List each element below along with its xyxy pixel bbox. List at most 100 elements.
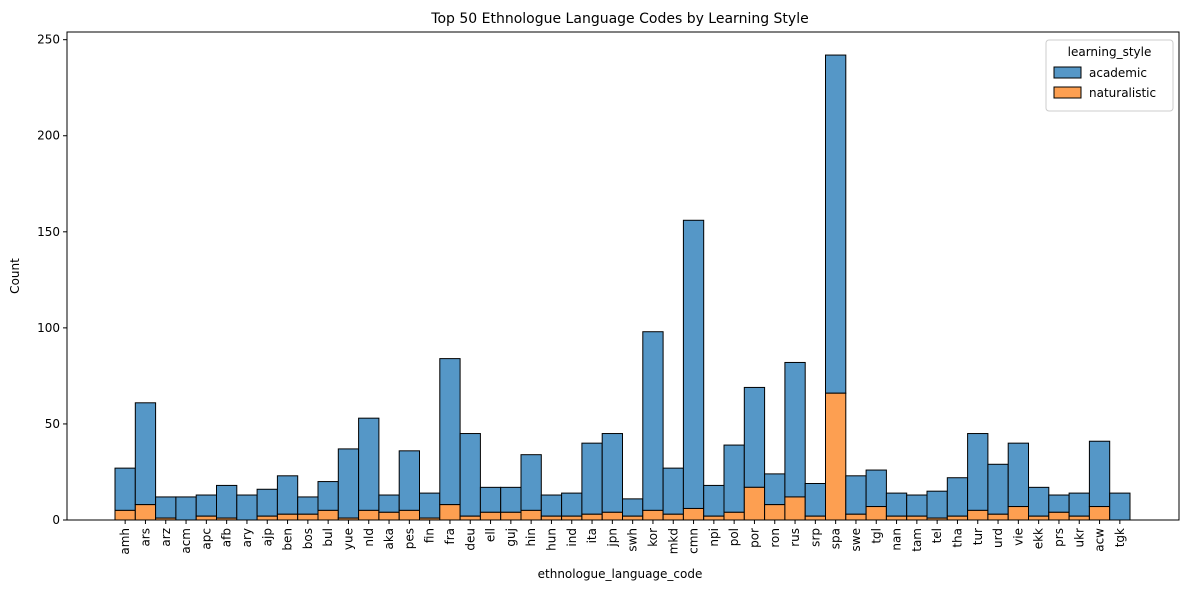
- x-tick-label-fin: fin: [423, 528, 437, 543]
- x-tick-label-tha: tha: [950, 528, 964, 548]
- legend-title: learning_style: [1068, 45, 1152, 59]
- bar-academic-pol: [724, 445, 744, 512]
- x-tick-label-tgk: tgk: [1113, 528, 1127, 547]
- x-tick-label-tel: tel: [930, 528, 944, 543]
- bar-academic-ary: [237, 495, 257, 520]
- bar-naturalistic-ukr: [1069, 516, 1089, 520]
- y-axis-label: Count: [8, 258, 22, 294]
- bar-naturalistic-amh: [115, 510, 135, 520]
- bar-academic-bul: [318, 482, 338, 511]
- y-tick-label-250: 250: [37, 33, 60, 47]
- bar-academic-swh: [623, 499, 643, 516]
- bar-naturalistic-vie: [1008, 507, 1028, 520]
- bar-academic-arz: [156, 497, 176, 518]
- legend-swatch-naturalistic: [1054, 87, 1081, 98]
- bar-academic-bos: [298, 497, 318, 514]
- bar-academic-ekk: [1029, 487, 1049, 516]
- bar-naturalistic-rus: [785, 497, 805, 520]
- bar-academic-acw: [1089, 441, 1109, 506]
- x-tick-label-afb: afb: [220, 528, 234, 547]
- x-tick-label-ben: ben: [281, 528, 295, 551]
- bar-academic-ita: [582, 443, 602, 514]
- x-tick-label-deu: deu: [463, 528, 477, 551]
- x-tick-label-arz: arz: [159, 528, 173, 547]
- x-tick-label-amh: amh: [118, 528, 132, 555]
- bar-academic-tam: [907, 495, 927, 516]
- y-tick-label-0: 0: [52, 513, 60, 527]
- bar-naturalistic-deu: [460, 516, 480, 520]
- x-tick-label-cmn: cmn: [687, 528, 701, 554]
- bar-naturalistic-pes: [399, 510, 419, 520]
- bar-academic-pes: [399, 451, 419, 511]
- x-tick-label-swe: swe: [849, 528, 863, 551]
- bar-academic-rus: [785, 362, 805, 496]
- bar-naturalistic-hin: [521, 510, 541, 520]
- x-tick-label-npi: npi: [707, 528, 721, 547]
- bar-naturalistic-ron: [765, 505, 785, 520]
- legend-swatch-academic: [1054, 67, 1081, 78]
- bar-academic-ell: [480, 487, 500, 512]
- x-tick-label-ukr: ukr: [1072, 528, 1086, 548]
- bar-academic-srp: [805, 484, 825, 517]
- bar-academic-amh: [115, 468, 135, 510]
- bar-naturalistic-jpn: [602, 512, 622, 520]
- bar-naturalistic-srp: [805, 516, 825, 520]
- x-tick-label-pes: pes: [402, 528, 416, 549]
- bar-naturalistic-kor: [643, 510, 663, 520]
- x-tick-label-acw: acw: [1093, 528, 1107, 552]
- bar-naturalistic-pol: [724, 512, 744, 520]
- bar-naturalistic-apc: [196, 516, 216, 520]
- y-tick-label-200: 200: [37, 129, 60, 143]
- x-tick-label-ell: ell: [484, 528, 498, 542]
- x-tick-label-hun: hun: [544, 528, 558, 551]
- bar-naturalistic-urd: [988, 514, 1008, 520]
- bar-naturalistic-prs: [1049, 512, 1069, 520]
- legend-label-academic: academic: [1089, 66, 1147, 80]
- bar-naturalistic-fra: [440, 505, 460, 520]
- bar-naturalistic-tam: [907, 516, 927, 520]
- bar-naturalistic-npi: [704, 516, 724, 520]
- x-tick-label-ars: ars: [138, 528, 152, 547]
- bar-naturalistic-guj: [501, 512, 521, 520]
- x-tick-label-spa: spa: [829, 528, 843, 549]
- y-tick-label-50: 50: [45, 417, 60, 431]
- bar-academic-urd: [988, 464, 1008, 514]
- bar-naturalistic-mkd: [663, 514, 683, 520]
- x-tick-label-ron: ron: [768, 528, 782, 548]
- x-tick-label-jpn: jpn: [605, 528, 619, 548]
- bar-academic-apc: [196, 495, 216, 516]
- bar-academic-ron: [765, 474, 785, 505]
- bar-academic-aka: [379, 495, 399, 512]
- x-tick-label-tgl: tgl: [869, 528, 883, 544]
- bar-naturalistic-tha: [947, 516, 967, 520]
- bar-academic-afb: [217, 485, 237, 518]
- x-tick-label-rus: rus: [788, 528, 802, 547]
- bar-academic-tgk: [1110, 493, 1130, 520]
- bar-naturalistic-por: [744, 487, 764, 520]
- x-axis-label: ethnologue_language_code: [538, 567, 703, 581]
- bar-naturalistic-swh: [623, 516, 643, 520]
- x-tick-label-swh: swh: [626, 528, 640, 552]
- bar-academic-prs: [1049, 495, 1069, 512]
- bar-naturalistic-bos: [298, 514, 318, 520]
- bar-academic-ars: [135, 403, 155, 505]
- bar-academic-ind: [562, 493, 582, 516]
- x-tick-label-aka: aka: [382, 528, 396, 549]
- bar-naturalistic-nan: [886, 516, 906, 520]
- bar-naturalistic-swe: [846, 514, 866, 520]
- x-tick-label-tam: tam: [910, 528, 924, 552]
- x-tick-label-srp: srp: [808, 528, 822, 547]
- x-tick-label-ekk: ekk: [1032, 528, 1046, 549]
- bar-academic-ukr: [1069, 493, 1089, 516]
- bar-academic-hun: [541, 495, 561, 516]
- bar-naturalistic-ajp: [257, 516, 277, 520]
- x-tick-label-ary: ary: [240, 528, 254, 547]
- bar-academic-por: [744, 387, 764, 487]
- x-tick-label-yue: yue: [341, 528, 355, 550]
- x-tick-label-nan: nan: [890, 528, 904, 551]
- bar-academic-kor: [643, 332, 663, 511]
- x-tick-label-ita: ita: [585, 528, 599, 543]
- bar-naturalistic-tur: [968, 510, 988, 520]
- x-tick-label-por: por: [747, 528, 761, 548]
